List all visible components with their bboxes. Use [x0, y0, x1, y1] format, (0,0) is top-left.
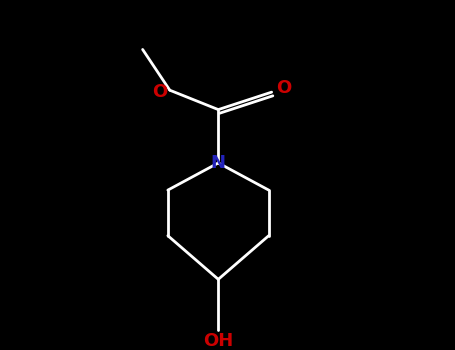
Text: O: O: [152, 83, 168, 101]
Text: O: O: [276, 79, 291, 97]
Text: N: N: [211, 154, 226, 172]
Text: OH: OH: [203, 332, 233, 350]
